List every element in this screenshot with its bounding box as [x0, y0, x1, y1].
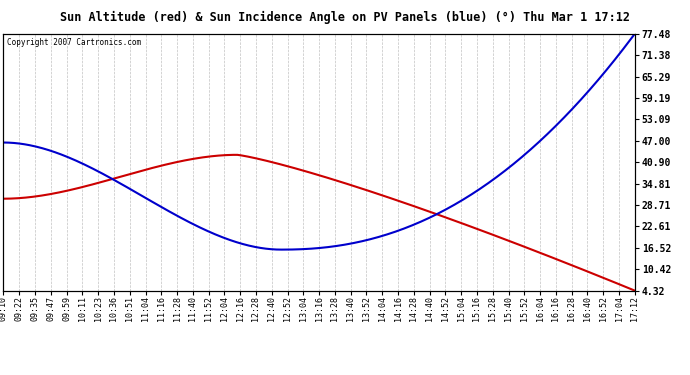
Text: Sun Altitude (red) & Sun Incidence Angle on PV Panels (blue) (°) Thu Mar 1 17:12: Sun Altitude (red) & Sun Incidence Angle… [60, 11, 630, 24]
Text: Copyright 2007 Cartronics.com: Copyright 2007 Cartronics.com [7, 38, 141, 46]
